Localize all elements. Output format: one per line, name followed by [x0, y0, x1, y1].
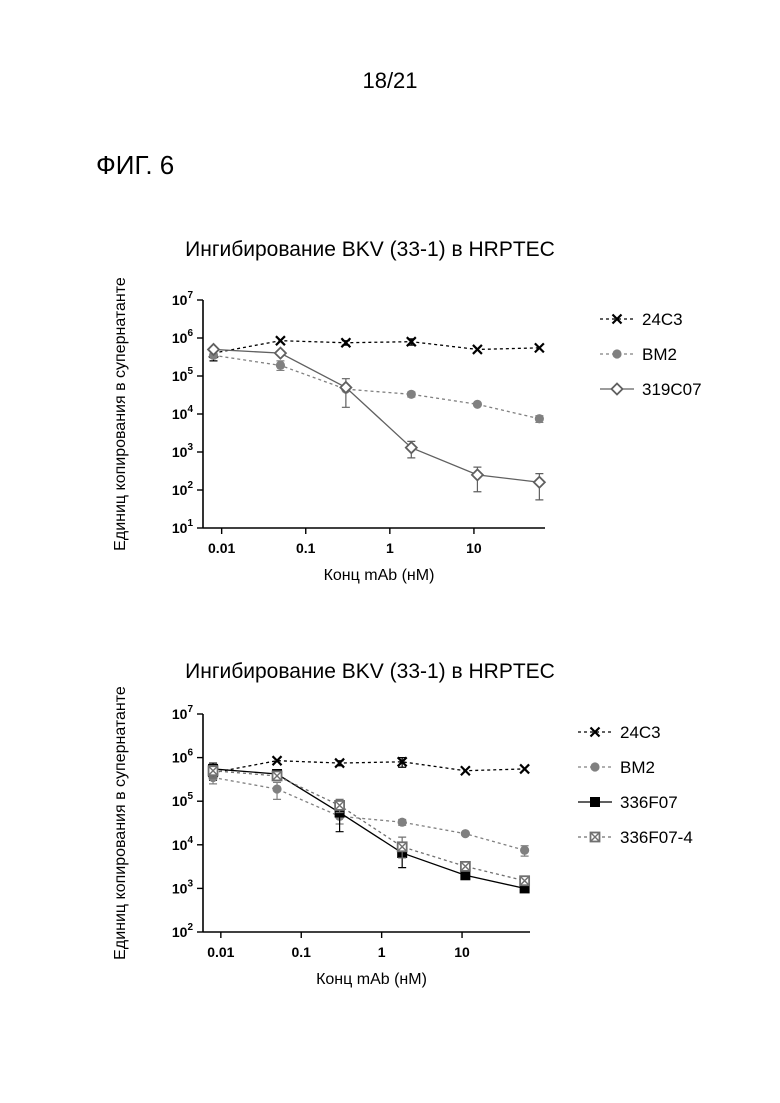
data-point-BM2: [272, 784, 281, 793]
legend-label-24C3: 24C3: [620, 723, 661, 742]
data-point-BM2: [276, 361, 285, 370]
y-tick-label: 103: [172, 442, 194, 460]
y-tick-label: 102: [172, 922, 194, 940]
data-point-BM2: [535, 414, 544, 423]
y-tick-label: 106: [172, 748, 194, 766]
series-336F07: [208, 763, 530, 893]
legend-label-336F07: 336F07: [620, 793, 678, 812]
y-tick-label: 106: [172, 328, 194, 346]
data-point-BM2: [407, 390, 416, 399]
x-tick-label: 0.1: [296, 540, 316, 556]
y-tick-label: 107: [172, 704, 194, 722]
data-point-319C07: [275, 348, 286, 359]
y-tick-label: 101: [172, 518, 194, 536]
x-axis-label: Конц mAb (нМ): [324, 567, 435, 584]
y-tick-label: 102: [172, 480, 194, 498]
x-tick-label: 1: [386, 540, 394, 556]
legend-label-BM2: BM2: [620, 758, 655, 777]
series-line-BM2: [213, 777, 525, 850]
y-tick-label: 104: [172, 404, 194, 422]
series-line-24C3: [214, 341, 540, 353]
x-tick-label: 0.01: [207, 944, 234, 960]
x-tick-label: 10: [454, 944, 470, 960]
legend-marker-319C07: [612, 384, 623, 395]
x-tick-label: 1: [378, 944, 386, 960]
data-point-BM2: [473, 400, 482, 409]
chart-title: Ингибирование BKV (33-1) в HRPTEC: [185, 660, 555, 683]
data-point-BM2: [520, 846, 529, 855]
x-tick-label: 0.1: [292, 944, 312, 960]
series-24C3: [209, 336, 544, 361]
y-tick-label: 104: [172, 835, 194, 853]
legend-marker-336F07: [590, 797, 600, 807]
chart-bottom: Ингибирование BKV (33-1) в HRPTEC 102 103 1…: [0, 645, 780, 1045]
y-tick-label: 107: [172, 290, 194, 308]
data-point-319C07: [472, 469, 483, 480]
series-BM2: [209, 351, 544, 424]
y-axis-label: Единиц копирования в супернатанте: [112, 686, 129, 960]
series-319C07: [208, 344, 545, 500]
series-line-319C07: [214, 349, 540, 482]
legend-marker-BM2: [612, 349, 621, 358]
x-tick-label: 0.01: [208, 540, 235, 556]
series-336F07-4: [209, 766, 530, 885]
legend-label-336F07-4: 336F07-4: [620, 828, 693, 847]
data-point-BM2: [461, 829, 470, 838]
series-24C3: [209, 756, 530, 780]
data-point-24C3: [461, 766, 470, 775]
chart-title: Ингибирование BKV (33-1) в HRPTEC: [185, 238, 555, 261]
y-tick-label: 105: [172, 366, 194, 384]
chart-top: Ингибирование BKV (33-1) в HRPTEC1011021…: [0, 220, 780, 620]
legend-label-24C3: 24C3: [642, 310, 683, 329]
page-number: 18/21: [0, 68, 780, 94]
data-point-24C3: [473, 345, 482, 354]
figure-label: ФИГ. 6: [96, 150, 174, 181]
series-line-BM2: [214, 355, 540, 418]
x-axis-label: Конц mAb (нМ): [316, 971, 427, 988]
x-tick-label: 10: [466, 540, 482, 556]
data-point-24C3: [341, 338, 350, 347]
y-tick-label: 105: [172, 791, 194, 809]
series-line-24C3: [213, 761, 525, 773]
data-point-319C07: [534, 477, 545, 488]
data-point-24C3: [276, 336, 285, 345]
legend-label-319C07: 319C07: [642, 380, 702, 399]
series-BM2: [208, 773, 529, 856]
legend-label-BM2: BM2: [642, 345, 677, 364]
series-line-336F07: [213, 769, 525, 888]
legend-marker-BM2: [590, 762, 599, 771]
y-tick-label: 103: [172, 878, 194, 896]
data-point-BM2: [398, 818, 407, 827]
y-axis-label: Единиц копирования в супернатанте: [112, 277, 129, 551]
data-point-24C3: [520, 764, 529, 773]
series-line-336F07-4: [213, 771, 525, 881]
